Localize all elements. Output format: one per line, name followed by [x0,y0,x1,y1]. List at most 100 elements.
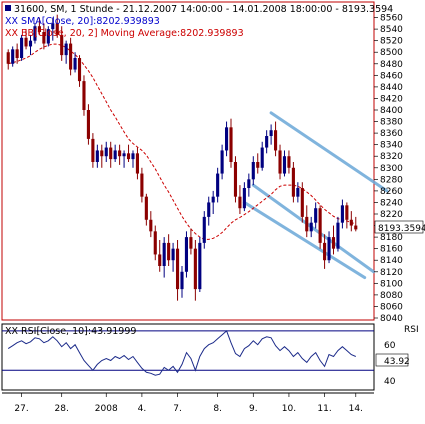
price-tick-label: 8480 [380,60,403,70]
price-tick-label: 8360 [380,129,403,139]
rsi-value-box [375,353,409,367]
candle-body [278,150,282,174]
candle-body [354,225,358,230]
candle-body [260,147,264,168]
candle-body [60,34,64,56]
candle-body [69,43,73,70]
candle-body [300,188,304,217]
time-tick-label: 14. [349,404,363,414]
candle-body [24,37,28,47]
price-tick-label: 8160 [380,245,403,255]
candle-body [175,248,180,290]
rsi-layer [2,330,374,376]
candle-body [28,40,33,47]
candle-body [118,150,122,157]
candle-body [220,150,224,174]
rsi-title: RSI [404,325,419,335]
price-tick-label: 8140 [380,256,403,266]
time-tick-label: 2008 [95,404,118,414]
price-tick-label: 8540 [380,25,403,35]
candle-body [336,222,340,249]
rsi-tick-60: 60 [384,341,396,351]
candle-body [158,254,162,266]
candle-body [135,153,140,174]
candle-body [126,153,131,160]
price-tick-label: 8100 [380,279,403,289]
price-tick-label: 8400 [380,106,403,116]
legend-bb: XX BB[Close, 20, 2] Moving Average:8202.… [5,28,244,39]
candle-body [11,49,15,64]
price-tick-label: 8340 [380,141,403,151]
last-price-label: 8193.3594 [378,224,425,234]
time-tick-label: 8. [213,404,222,414]
candle-body [193,248,197,290]
candle-body [238,196,242,209]
candle-body [282,156,287,174]
time-tick-label: 7. [173,404,182,414]
channel-line [242,200,367,280]
candle-body [51,23,55,30]
price-tick-label: 8180 [380,233,403,243]
candles-layer [6,14,358,301]
candle-body [15,49,19,58]
price-tick-label: 8460 [380,71,403,81]
candle-body [104,147,108,157]
candle-body [64,43,68,56]
candle-body [184,237,189,272]
candle-body [202,216,206,243]
last-price-box [374,220,424,234]
trend-channel [242,111,389,280]
candle-body [149,219,153,232]
candle-body [287,156,291,168]
price-tick-label: 8380 [380,118,403,128]
time-axis: 27. 28. 2008 4. 7. 8. 9. 10. 11. 14. [14,393,363,414]
candle-body [144,196,148,220]
price-tick-label: 8080 [380,291,403,301]
price-tick-label: 8300 [380,164,403,174]
candle-body [77,58,82,82]
candle-body [233,162,238,197]
time-tick-label: 10. [282,404,296,414]
price-tick-label: 8420 [380,94,403,104]
price-tick-label: 8560 [380,14,403,24]
rsi-legend: XX RSI[Close, 10]:43.91999 [5,326,136,337]
time-tick-label: 11. [317,404,331,414]
candle-body [349,219,353,226]
candle-body [291,167,295,197]
time-tick-label: 4. [138,404,147,414]
candle-body [345,205,349,220]
candle-body [140,173,144,197]
candle-body [296,188,300,197]
candle-body [327,237,331,261]
candle-body [42,32,46,44]
time-tick-label: 9. [249,404,258,414]
legend-title: 31600, SM, 1 Stunde - 21.12.2007 14:00:0… [14,4,393,15]
candle-body [91,138,95,162]
channel-line [251,183,376,274]
candle-body [198,242,202,290]
candle-body [251,162,255,180]
candle-body [100,150,104,157]
candle-body [211,196,215,203]
price-axis: 8560854085208500848084608440842084008380… [374,14,403,324]
candle-body [109,147,113,160]
candle-body [207,202,211,217]
legend-marker-icon [5,5,11,11]
candle-body [314,208,318,223]
price-tick-label: 8260 [380,187,403,197]
candle-body [33,26,37,41]
candle-body [153,231,157,255]
candle-body [113,150,117,160]
time-tick-label: 28. [55,404,69,414]
candle-body [216,173,220,197]
candle-body [318,208,322,243]
candle-body [256,162,260,168]
price-tick-label: 8440 [380,83,403,93]
legend: 31600, SM, 1 Stunde - 21.12.2007 14:00:0… [5,4,393,39]
candle-body [265,136,269,148]
price-tick-label: 8220 [380,210,403,220]
candle-body [229,127,233,162]
candle-body [242,188,246,209]
candle-body [274,130,278,151]
